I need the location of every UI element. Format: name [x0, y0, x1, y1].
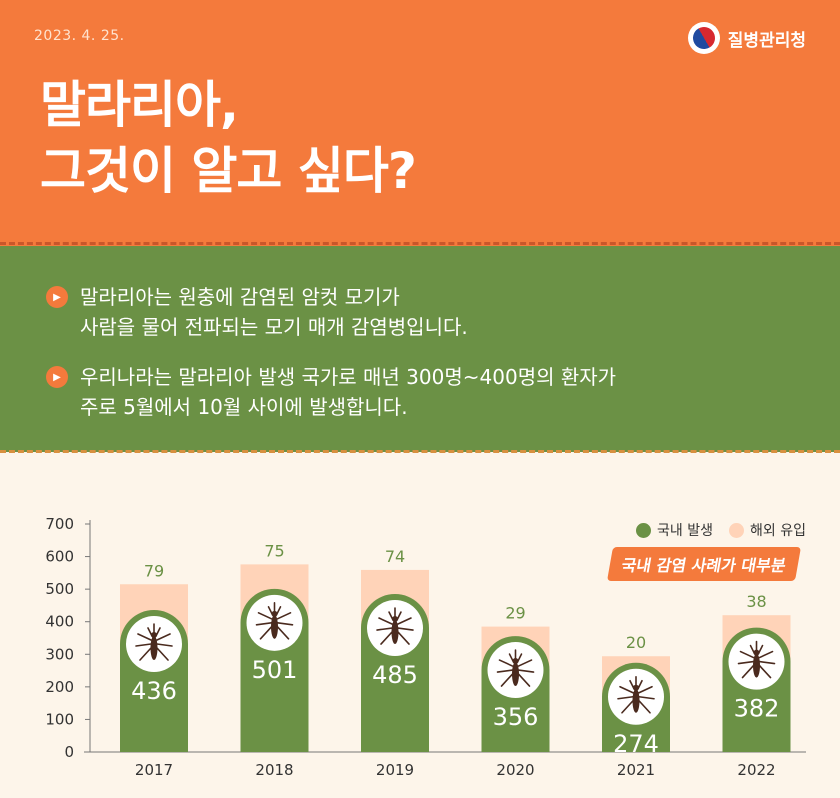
y-tick-label: 100 — [45, 710, 74, 728]
legend-dot-domestic — [636, 522, 652, 538]
mosquito-icon — [255, 602, 294, 640]
info-section — [0, 246, 840, 452]
mosquito-icon — [376, 607, 414, 645]
legend-label-domestic: 국내 발생 — [657, 523, 714, 539]
legend-item-domestic: 국내 발생 — [636, 520, 713, 540]
info-bullet-1: ▶ 말라리아는 원충에 감염된 암컷 모기가 사람을 물어 전파되는 모기 매개… — [46, 282, 468, 342]
publish-date: 2023. 4. 25. — [34, 28, 125, 44]
stitch-divider-bottom — [0, 450, 840, 453]
title-line-1: 말라리아, — [40, 76, 239, 134]
chart-legend: 국내 발생 해외 유입 — [636, 520, 806, 540]
data-label-domestic: 382 — [734, 695, 780, 723]
title-line-2: 그것이 알고 싶다? — [40, 142, 417, 200]
legend-item-overseas: 해외 유입 — [729, 520, 806, 540]
mosquito-icon — [135, 623, 173, 661]
data-label-overseas: 79 — [144, 561, 164, 580]
agency-logo: 질병관리청 — [687, 22, 806, 54]
legend-label-overseas: 해외 유입 — [750, 523, 806, 539]
x-tick-label: 2018 — [255, 761, 293, 779]
data-label-overseas: 38 — [746, 592, 766, 611]
x-tick-label: 2019 — [376, 761, 414, 779]
x-tick-label: 2021 — [617, 761, 655, 779]
info-bullet-text: 말라리아는 원충에 감염된 암컷 모기가 사람을 물어 전파되는 모기 매개 감… — [80, 285, 468, 339]
mosquito-icon — [496, 649, 535, 687]
x-tick-label: 2017 — [135, 761, 173, 779]
data-label-domestic: 485 — [372, 661, 418, 689]
y-tick-label: 200 — [45, 678, 74, 696]
x-tick-label: 2022 — [737, 761, 775, 779]
data-label-domestic: 501 — [252, 656, 298, 684]
play-arrow-icon: ▶ — [46, 286, 68, 308]
y-tick-label: 400 — [45, 613, 74, 631]
data-label-domestic: 436 — [131, 677, 177, 705]
stitch-divider-top — [0, 242, 840, 245]
info-bullet-text: 우리나라는 말라리아 발생 국가로 매년 300명~400명의 환자가 주로 5… — [80, 365, 617, 419]
taegeuk-emblem-icon — [687, 22, 720, 54]
data-label-domestic: 356 — [493, 703, 539, 731]
data-label-overseas: 29 — [505, 604, 525, 623]
mosquito-icon — [617, 675, 655, 714]
play-arrow-icon: ▶ — [46, 366, 68, 388]
data-label-domestic: 274 — [613, 730, 659, 758]
mosquito-icon — [737, 640, 776, 679]
page-title: 말라리아, 그것이 알고 싶다? — [40, 72, 417, 204]
info-bullet-2: ▶ 우리나라는 말라리아 발생 국가로 매년 300명~400명의 환자가 주로… — [46, 362, 616, 422]
y-tick-label: 700 — [45, 515, 74, 533]
data-label-overseas: 75 — [264, 541, 284, 560]
header-banner: 2023. 4. 25. 질병관리청 말라리아, 그것이 알고 싶다? — [0, 0, 840, 246]
legend-dot-overseas — [729, 522, 745, 538]
highlight-badge: 국내 감염 사례가 대부분 — [607, 547, 801, 581]
y-tick-label: 0 — [64, 743, 74, 761]
y-tick-label: 300 — [45, 645, 74, 663]
x-tick-label: 2020 — [496, 761, 534, 779]
data-label-overseas: 74 — [385, 547, 405, 566]
y-tick-label: 600 — [45, 548, 74, 566]
data-label-overseas: 20 — [626, 633, 646, 652]
y-tick-label: 500 — [45, 580, 74, 598]
agency-name: 질병관리청 — [727, 30, 806, 51]
